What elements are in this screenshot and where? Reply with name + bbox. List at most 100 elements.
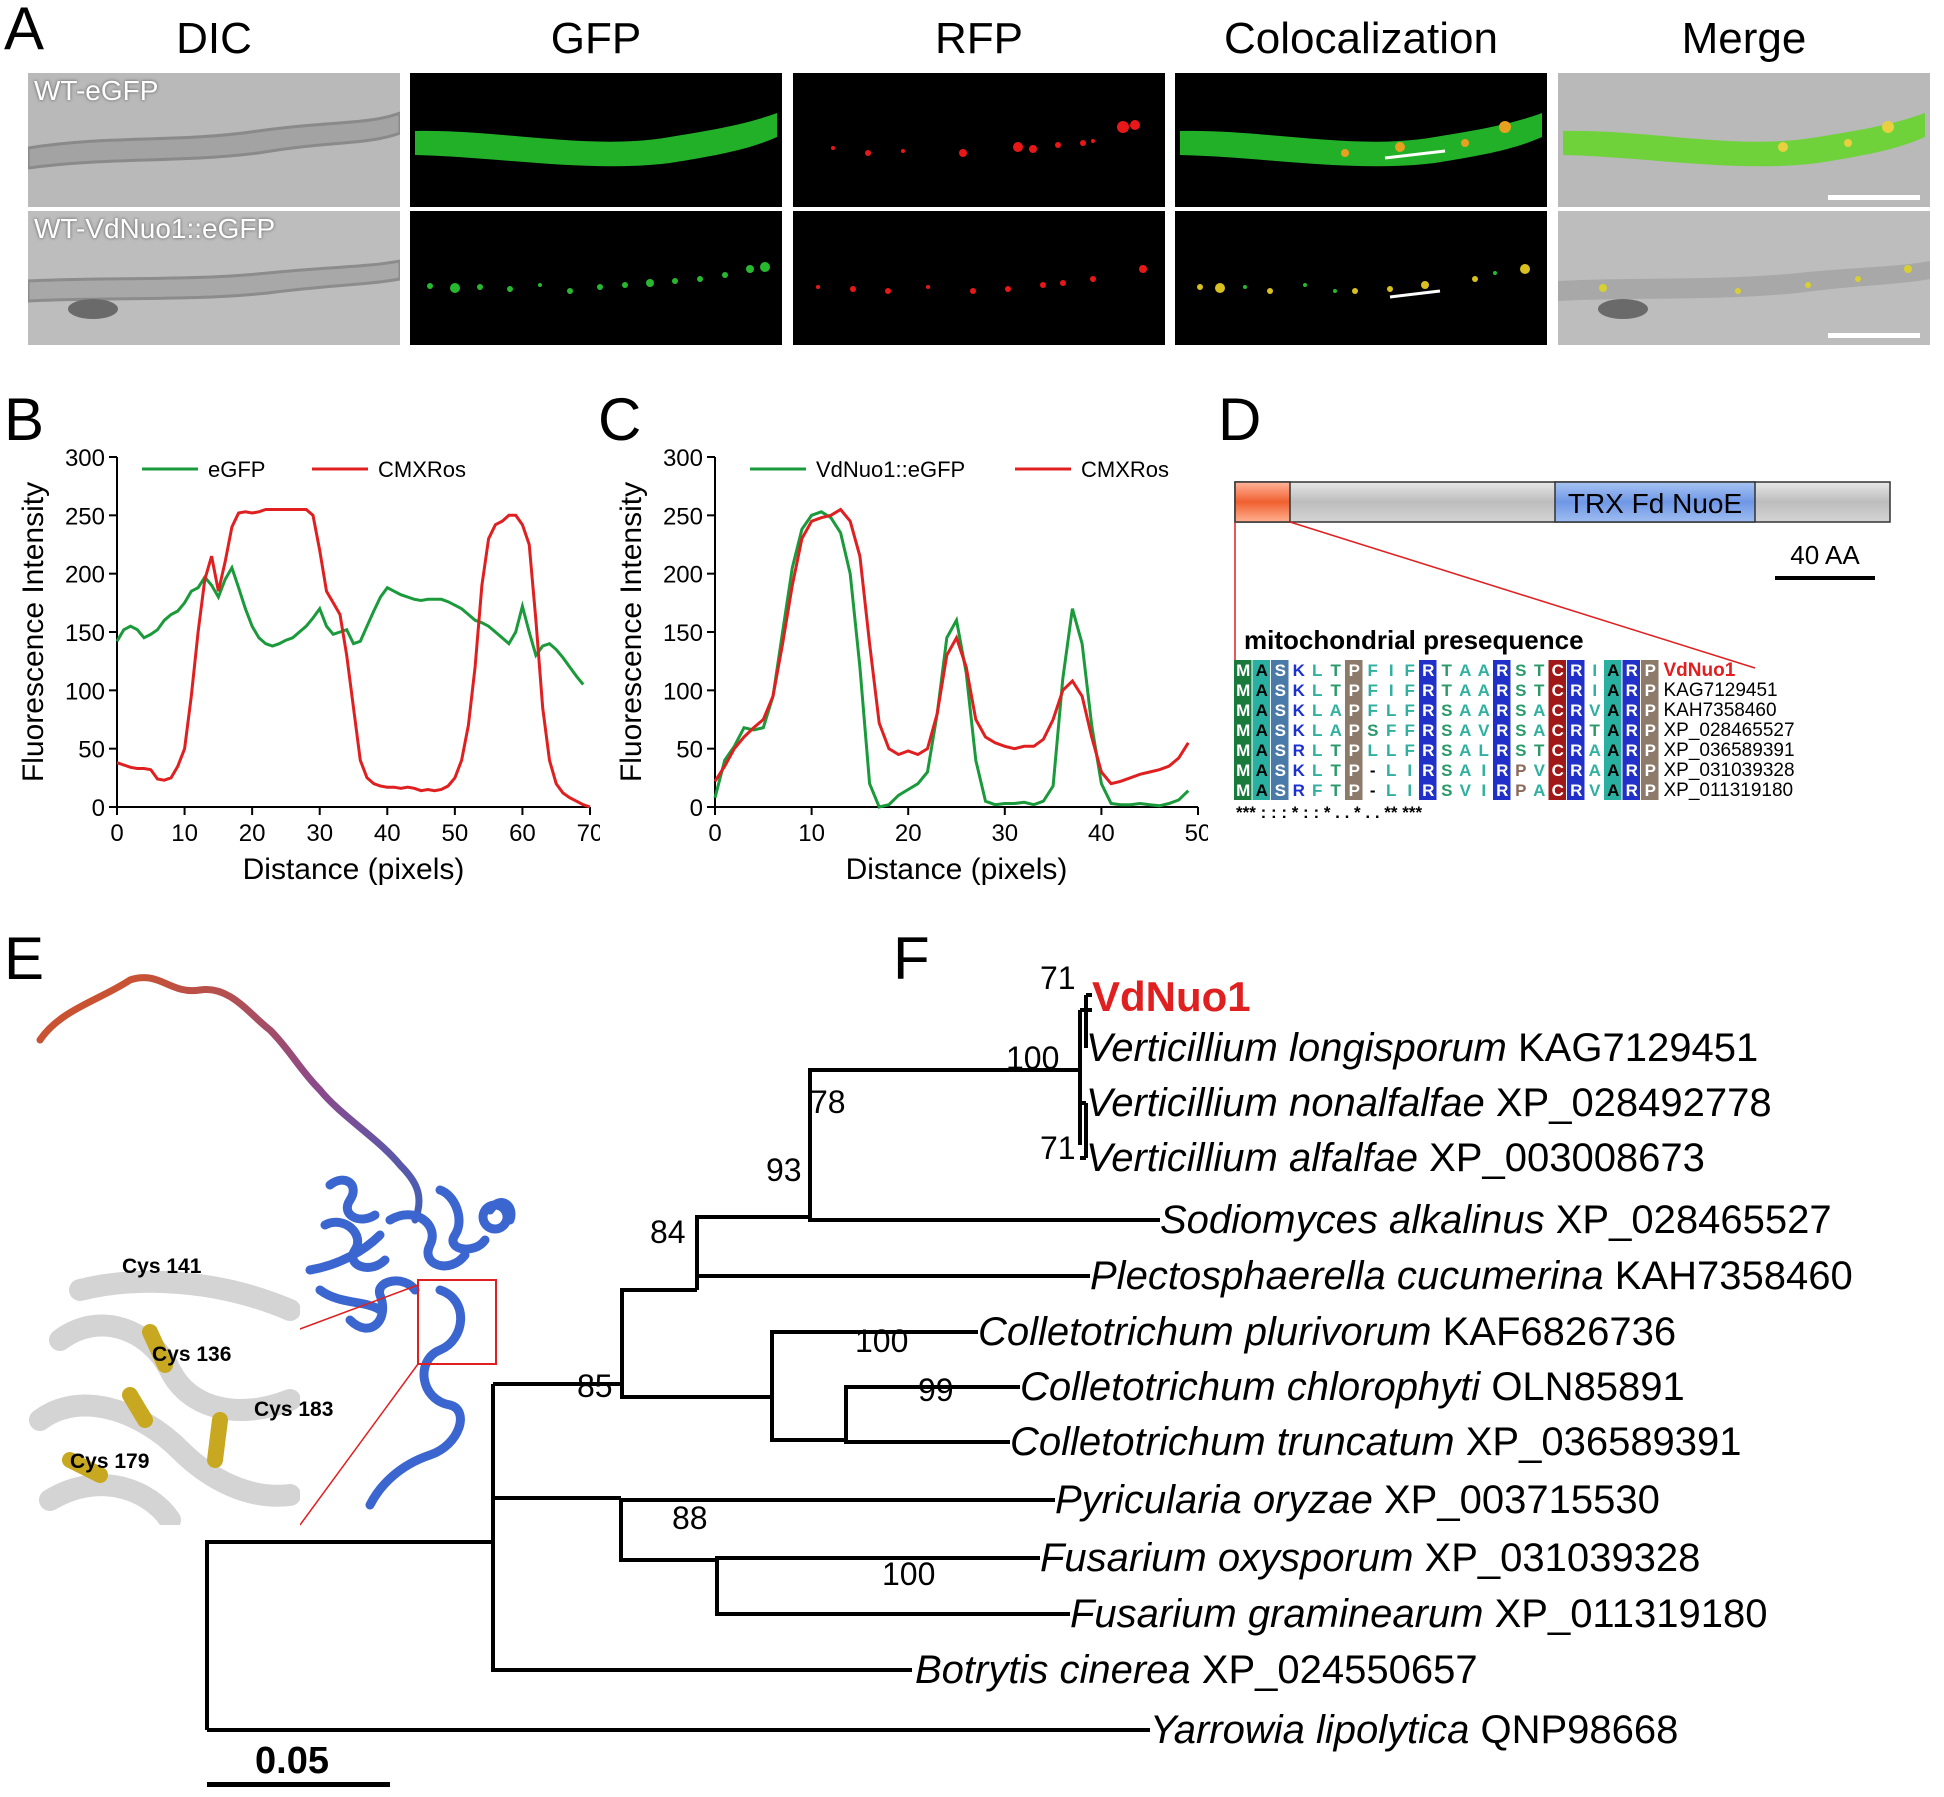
alignment-cell [1622, 740, 1640, 760]
alignment-residue: V [1534, 761, 1546, 780]
chart-b: 0 50 100 150 200 250 300 0 10 20 30 40 50 60 70 Distanc… [17, 445, 600, 886]
zoom-box [417, 1279, 497, 1365]
alignment-cell [1271, 680, 1289, 700]
alignment-cell [1252, 740, 1270, 760]
panel-label-a: A [4, 0, 45, 62]
legend-label: VdNuo1::eGFP [816, 457, 965, 482]
tree-tip-species: Verticillium nonalfalfae [1086, 1081, 1485, 1125]
alignment-residue: L [1386, 741, 1396, 760]
alignment-cell [1604, 720, 1622, 740]
tree-branch [844, 1385, 1020, 1440]
tree-tip-species: Botrytis cinerea [915, 1648, 1191, 1692]
tree-tip-label: Fusarium oxysporum XP_031039328 [1040, 1536, 1700, 1581]
alignment-residue: P [1349, 761, 1360, 780]
x-tick-label: 10 [798, 820, 825, 847]
alignment-cell [1641, 700, 1659, 720]
alignment-cell [1271, 720, 1289, 740]
alignment-residue: R [1570, 781, 1582, 800]
alignment-cell [1271, 700, 1289, 720]
alignment-cell [1493, 680, 1511, 700]
tree-scale-label: 0.05 [255, 1740, 329, 1782]
y-tick-label: 200 [663, 562, 703, 589]
alignment-residue: A [1256, 701, 1268, 720]
tree-tip-species: Colletotrichum truncatum [1010, 1420, 1455, 1464]
alignment-cell [1641, 760, 1659, 780]
legend-label: CMXRos [1081, 457, 1169, 482]
alignment-residue: C [1552, 741, 1564, 760]
alignment-residue: A [1607, 701, 1619, 720]
micrograph-wt-egfp-colocalization [1175, 73, 1547, 207]
alignment-residue: T [1442, 661, 1453, 680]
y-tick-label: 100 [663, 678, 703, 705]
alignment-residue: I [1389, 661, 1394, 680]
alignment-residue: R [1422, 701, 1434, 720]
alignment-residue: R [1293, 781, 1305, 800]
alignment-residue: T [1442, 681, 1453, 700]
alignment-residue: I [1481, 761, 1486, 780]
alignment-cell [1234, 780, 1252, 800]
alignment-residue: M [1236, 681, 1250, 700]
alignment-cell [1548, 720, 1566, 740]
alignment-residue: R [1496, 681, 1508, 700]
alignment-cell [1252, 760, 1270, 780]
col-head-dic: DIC [176, 14, 252, 63]
tree-tip-species: Verticillium longisporum [1086, 1026, 1507, 1070]
alignment-residue: I [1592, 661, 1597, 680]
alignment-cell [1234, 680, 1252, 700]
alignment-residue: A [1256, 741, 1268, 760]
alignment-residue: I [1592, 681, 1597, 700]
tree-tip-label: Pyricularia oryzae XP_003715530 [1055, 1478, 1660, 1523]
alignment-residue: P [1645, 781, 1656, 800]
x-tick-label: 30 [306, 820, 333, 847]
tree-tip-species: Fusarium oxysporum [1040, 1536, 1414, 1580]
alignment-cell [1419, 720, 1437, 740]
bootstrap-value: 100 [1006, 1040, 1060, 1076]
alignment-residue: S [1367, 721, 1378, 740]
alignment-residue: A [1459, 721, 1471, 740]
micrograph-wt-egfp-rfp [793, 73, 1165, 207]
y-axis-label: Fluorescence Intensity [17, 482, 50, 782]
alignment-residue: A [1607, 781, 1619, 800]
alignment-residue: L [1312, 741, 1322, 760]
tree-tip-accession: KAG7129451 [1506, 1026, 1759, 1070]
tree-tip-accession: XP_028465527 [1544, 1198, 1832, 1242]
alignment-cell [1252, 720, 1270, 740]
alignment-cell [1641, 680, 1659, 700]
tree-branch [844, 1440, 1010, 1444]
alignment-cell [1271, 780, 1289, 800]
alignment-residue: A [1607, 741, 1619, 760]
alignment-residue: I [1407, 781, 1412, 800]
alignment-seq-name: XP_011319180 [1664, 780, 1794, 801]
tree-tip-label: Botrytis cinerea XP_024550657 [915, 1648, 1478, 1693]
trx-domain [1554, 481, 1756, 523]
alignment-residue: A [1478, 661, 1490, 680]
row-label-wt-egfp: WT-eGFP [34, 75, 159, 106]
alignment-cell [1271, 760, 1289, 780]
alignment-residue: C [1552, 781, 1564, 800]
tree-branches [205, 993, 1160, 1732]
y-tick-label: 150 [65, 620, 105, 647]
micrograph-vdnuo1-gfp [410, 211, 782, 345]
panel-label-b: B [4, 386, 45, 453]
y-tick-label: 300 [663, 445, 703, 472]
alignment-residue: R [1626, 701, 1638, 720]
tree-scale-bar [207, 1782, 390, 1787]
row-label-wt-vdnuo1-egfp: WT-VdNuo1::eGFP [34, 213, 276, 244]
col-head-merge: Merge [1681, 14, 1807, 63]
alignment-residue: R [1570, 681, 1582, 700]
tree-tip-label: Plectosphaerella cucumerina KAH7358460 [1090, 1254, 1853, 1299]
tree-branch [620, 1288, 697, 1384]
alignment-residue: T [1331, 661, 1342, 680]
tree-tip-accession: QNP98668 [1469, 1708, 1679, 1752]
x-tick-label: 40 [374, 820, 401, 847]
alignment-cell [1345, 680, 1363, 700]
tree-branch [808, 1217, 1160, 1222]
alignment-residue: P [1645, 661, 1656, 680]
tree-tip-label: Verticillium nonalfalfae XP_028492778 [1086, 1081, 1772, 1126]
alignment-residue: P [1349, 681, 1360, 700]
alignment-cell [1252, 680, 1270, 700]
alignment-residue: L [1312, 681, 1322, 700]
scale-bar [1828, 333, 1920, 338]
tree-tip-species: Plectosphaerella cucumerina [1090, 1254, 1604, 1298]
tree-tip-label: Verticillium longisporum KAG7129451 [1086, 1026, 1758, 1071]
